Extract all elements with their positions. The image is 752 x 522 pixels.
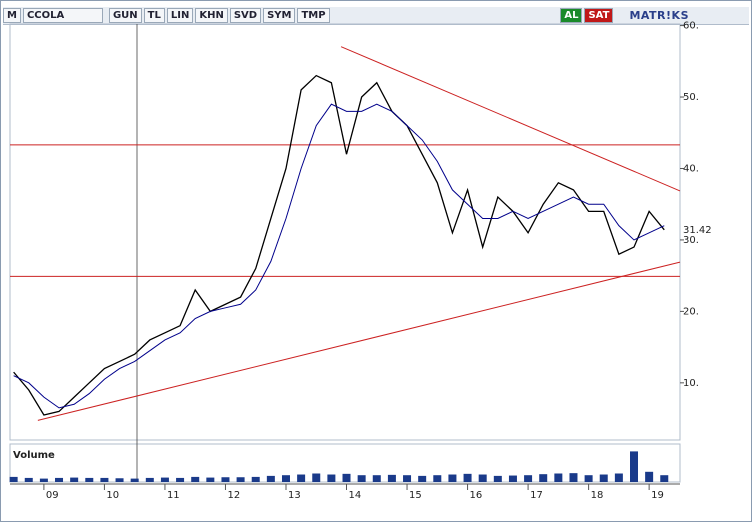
toolbar-button[interactable]: TMP xyxy=(297,8,330,23)
y-tick-label: 50. xyxy=(683,92,699,103)
brand: MATR!KS xyxy=(629,9,689,22)
volume-bar xyxy=(478,474,487,482)
volume-bar xyxy=(508,475,517,482)
buttons: GUN TL LIN KHN SVD SYM TMP xyxy=(108,8,332,23)
x-tick-label: 11 xyxy=(167,490,180,501)
volume-bar xyxy=(539,474,548,482)
volume-bar xyxy=(433,475,442,482)
toolbar-button[interactable]: GUN xyxy=(108,8,142,23)
volume-bar xyxy=(403,475,412,482)
toolbar-button[interactable]: KHN xyxy=(195,8,228,23)
toolbar-button[interactable]: TL xyxy=(143,8,165,23)
volume-bar xyxy=(418,475,427,482)
volume-bar xyxy=(191,476,200,482)
volume-bar xyxy=(524,475,533,482)
volume-bar xyxy=(297,474,306,482)
volume-bar xyxy=(645,471,654,482)
x-tick-label: 19 xyxy=(651,490,664,501)
x-tick-label: 09 xyxy=(46,490,59,501)
volume-bar xyxy=(39,478,48,482)
x-tick-label: 14 xyxy=(349,490,362,501)
volume-bar xyxy=(357,475,366,482)
volume-bar xyxy=(145,477,154,482)
volume-bar xyxy=(387,474,396,482)
volume-bar xyxy=(599,474,608,482)
toolbar: M CCOLA GUN TL LIN KHN SVD SYM TMP AL SAT MATR… xyxy=(3,7,749,25)
volume-bar xyxy=(160,477,169,482)
price-line xyxy=(13,103,665,409)
sell-button[interactable]: SAT xyxy=(584,8,614,23)
volume-bar xyxy=(9,476,18,482)
volume-label: Volume xyxy=(13,450,55,461)
toolbar-button[interactable]: SYM xyxy=(263,8,296,23)
x-tick-label: 18 xyxy=(591,490,604,501)
symbol-box[interactable]: CCOLA xyxy=(22,8,103,23)
volume-bar xyxy=(342,473,351,482)
volume-bar xyxy=(281,475,290,482)
volume-bar xyxy=(100,477,109,482)
volume-bar xyxy=(236,477,245,482)
volume-bar xyxy=(115,478,124,482)
volume-bar xyxy=(176,477,185,482)
x-tick-label: 10 xyxy=(106,490,119,501)
y-tick-label: 20. xyxy=(683,306,699,317)
volume-bar xyxy=(448,474,457,482)
y-tick-label: 40. xyxy=(683,163,699,174)
volume-bar xyxy=(251,476,260,482)
volume-bar xyxy=(372,475,381,482)
menu-button[interactable]: M xyxy=(3,8,21,23)
trend-line xyxy=(340,46,681,192)
toolbar-button[interactable]: LIN xyxy=(166,8,194,23)
volume-bar xyxy=(221,477,230,482)
x-tick-label: 13 xyxy=(288,490,301,501)
volume-bar xyxy=(70,477,79,482)
volume-bar xyxy=(493,475,502,482)
volume-bar xyxy=(569,473,578,482)
y-tick-label: 60. xyxy=(683,21,699,32)
y-tick-label: 10. xyxy=(683,378,699,389)
last-value-label: 31.42 xyxy=(683,225,712,236)
volume-bar xyxy=(312,473,321,482)
volume-bar xyxy=(660,475,669,482)
price-line xyxy=(13,74,665,416)
volume-bar xyxy=(55,477,64,482)
x-tick-label: 17 xyxy=(530,490,543,501)
toolbar-button[interactable]: SVD xyxy=(229,8,262,23)
x-tick-label: 15 xyxy=(409,490,422,501)
volume-bar xyxy=(24,477,33,482)
volume-bar xyxy=(327,474,336,482)
volume-bar xyxy=(130,478,139,482)
volume-bar xyxy=(463,473,472,482)
buy-button[interactable]: AL xyxy=(560,8,583,23)
plot-frame xyxy=(9,23,681,441)
x-tick-label: 16 xyxy=(470,490,483,501)
y-tick-label: 30. xyxy=(683,235,699,246)
volume-bar xyxy=(614,473,623,482)
trend-line xyxy=(37,261,681,421)
volume-bar xyxy=(584,475,593,482)
volume-bar xyxy=(206,477,215,482)
volume-bar xyxy=(630,451,639,482)
volume-bar xyxy=(554,473,563,482)
volume-bar xyxy=(266,475,275,482)
volume-bar xyxy=(85,477,94,482)
x-tick-label: 12 xyxy=(227,490,240,501)
